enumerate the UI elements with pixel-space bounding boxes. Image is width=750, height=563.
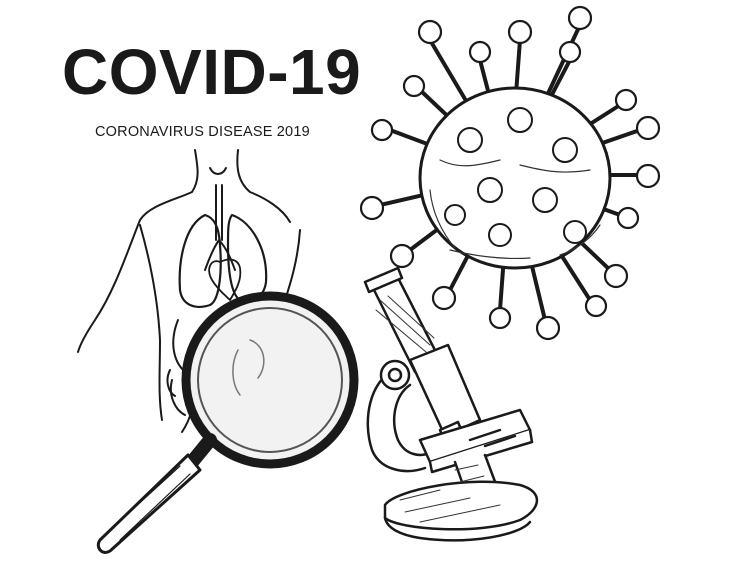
page-subtitle: CORONAVIRUS DISEASE 2019 (95, 124, 310, 140)
magnifying-glass-icon (96, 291, 359, 554)
page-title: COVID-19 (62, 36, 362, 108)
coronavirus-icon (359, 5, 661, 341)
microscope-icon (363, 266, 539, 542)
